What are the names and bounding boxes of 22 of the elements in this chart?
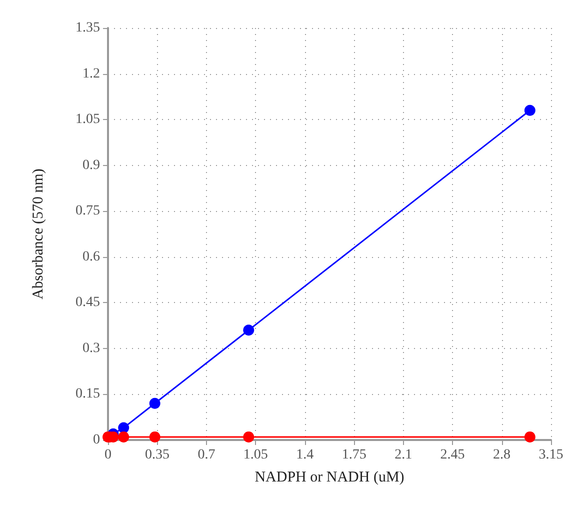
x-tick-label: 0.7	[198, 448, 216, 462]
x-tick-label: 1.4	[296, 448, 314, 462]
y-tick-label: 0.45	[76, 295, 100, 310]
y-tick-label: 1.2	[82, 66, 100, 82]
x-tick-label: 1.75	[342, 448, 366, 462]
x-tick-label: 0	[104, 448, 112, 462]
x-tick-label: 3.15	[538, 448, 564, 462]
y-tick-label: 0.6	[82, 249, 100, 264]
x-tick-label: 2.45	[440, 448, 465, 462]
x-tick-label: 2.8	[493, 448, 511, 462]
y-tick-label: 0.9	[82, 158, 100, 173]
y-tick-label: 1.35	[76, 20, 100, 36]
y-tick-label: 0.15	[76, 386, 100, 402]
y-axis-title: Absorbance (570 nm)	[30, 168, 46, 300]
y-tick-label: 0	[93, 432, 100, 448]
y-tick-label: 0.3	[82, 340, 100, 356]
y-tick-label: 1.05	[76, 112, 100, 128]
y-tick-label: 0.75	[76, 204, 100, 219]
x-tick-label: 0.35	[144, 448, 170, 462]
x-tick-label: 2.1	[394, 448, 412, 462]
x-axis-title: NADPH or NADH (uM)	[254, 470, 404, 486]
x-tick-label: 1.05	[243, 448, 268, 462]
